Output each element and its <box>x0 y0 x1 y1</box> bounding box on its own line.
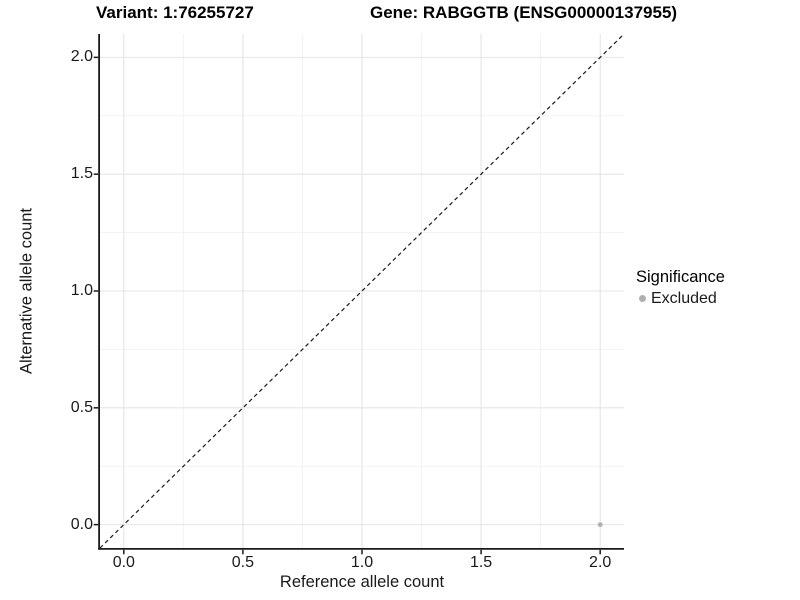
y-tick-label: 0.5 <box>70 398 93 416</box>
x-tick-label: 0.0 <box>112 554 135 571</box>
plot-panel <box>100 34 624 548</box>
y-tick-label: 0.0 <box>70 515 93 533</box>
x-tick-label: 0.5 <box>231 554 255 571</box>
x-tick-label: 1.5 <box>469 554 493 571</box>
plot-title-variant: Variant: 1:76255727 <box>96 3 254 22</box>
legend-item: Excluded <box>636 288 725 309</box>
y-tick-label: 1.5 <box>70 165 93 183</box>
y-axis-title: Alternative allele count <box>17 207 36 375</box>
legend: Significance Excluded <box>636 266 725 309</box>
plot-title-gene: Gene: RABGGTB (ENSG00000137955) <box>370 3 678 22</box>
legend-item-label: Excluded <box>651 290 717 307</box>
legend-title: Significance <box>636 268 725 286</box>
x-tick-label: 1.0 <box>350 554 374 571</box>
legend-items: Excluded <box>636 288 725 309</box>
y-tick-label: 1.0 <box>70 282 93 299</box>
y-tick-label: 2.0 <box>70 48 93 66</box>
x-tick-label: 2.0 <box>589 554 612 571</box>
legend-marker-circle-icon <box>639 295 646 302</box>
x-axis-title: Reference allele count <box>279 573 445 591</box>
